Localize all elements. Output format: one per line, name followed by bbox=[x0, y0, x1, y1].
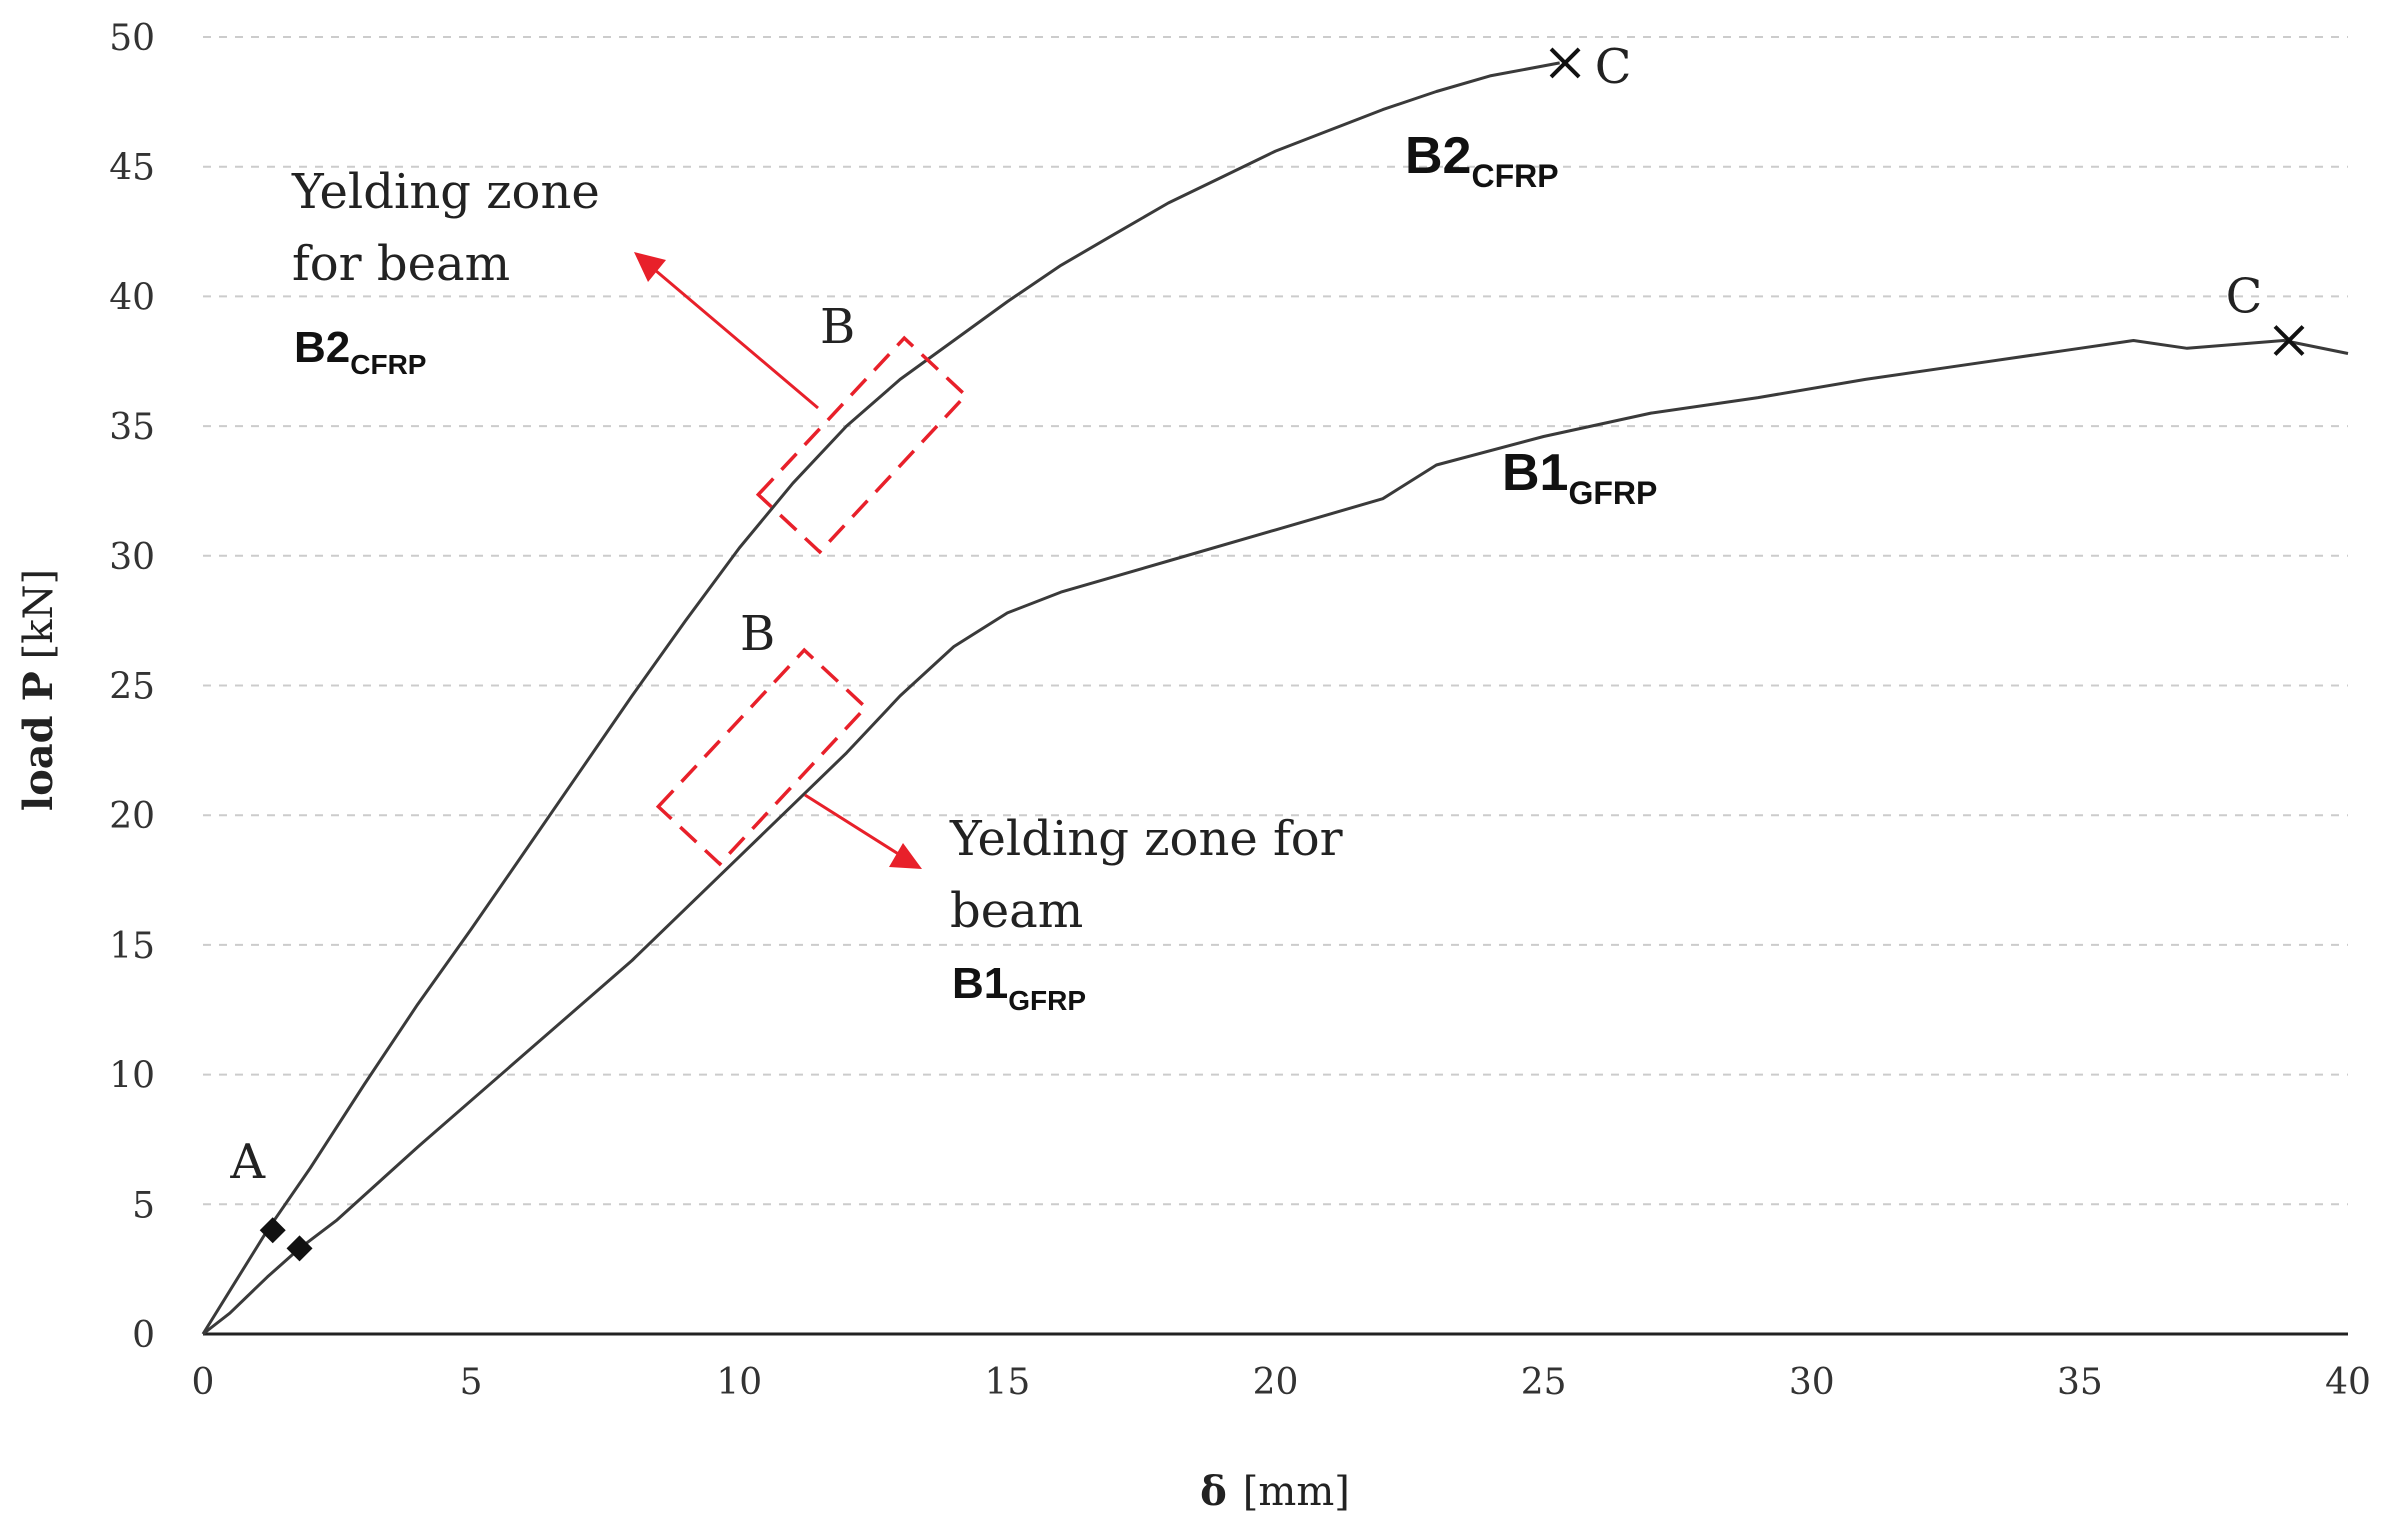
annotation-b2-line2: for beam bbox=[292, 236, 510, 292]
annotation-b2-beam: B2CFRP bbox=[294, 323, 426, 380]
annotation-b1-line1: Yelding zone for bbox=[949, 811, 1343, 867]
x-tick-label: 0 bbox=[192, 1362, 215, 1403]
tick-layer: 0 5 10 15 20 25 30 35 40 45 50 0 5 10 15 20 25 30 35 40 bbox=[109, 18, 2371, 1403]
series-layer bbox=[201, 61, 2349, 1336]
series-line-b2 bbox=[201, 61, 1560, 1335]
x-tick-label: 25 bbox=[1521, 1362, 1567, 1403]
x-axis-title: δ [mm] bbox=[1200, 1468, 1350, 1515]
marker-diamond bbox=[259, 1217, 286, 1244]
series-label-b2: B2CFRP bbox=[1405, 127, 1559, 194]
y-tick-label: 35 bbox=[109, 407, 155, 448]
y-tick-label: 0 bbox=[132, 1315, 155, 1356]
marker-diamond bbox=[286, 1235, 313, 1262]
yield-label-b2: B bbox=[820, 299, 855, 355]
y-tick-label: 50 bbox=[109, 18, 155, 59]
x-axis-symbol: δ bbox=[1200, 1468, 1227, 1515]
grid-layer bbox=[203, 36, 2348, 1206]
x-tick-label: 10 bbox=[716, 1362, 762, 1403]
y-tick-label: 45 bbox=[109, 148, 155, 189]
series-label-b1: B1GFRP bbox=[1502, 444, 1657, 511]
x-tick-label: 35 bbox=[2057, 1362, 2103, 1403]
marker-label: C bbox=[1595, 39, 1632, 95]
annotation-b2-line1: Yelding zone bbox=[291, 164, 600, 220]
y-tick-label: 30 bbox=[109, 537, 155, 578]
y-tick-label: 20 bbox=[109, 796, 155, 837]
y-axis-unit: [kN] bbox=[16, 569, 62, 659]
annotation-b1-line2: beam bbox=[950, 883, 1083, 939]
y-tick-label: 10 bbox=[109, 1056, 155, 1097]
y-axis-symbol: load P bbox=[15, 671, 62, 811]
marker-label: C bbox=[2226, 268, 2263, 324]
arrow-b2 bbox=[634, 252, 819, 410]
x-tick-label: 5 bbox=[460, 1362, 483, 1403]
x-tick-label: 30 bbox=[1789, 1362, 1835, 1403]
x-tick-label: 15 bbox=[984, 1362, 1030, 1403]
x-tick-label: 40 bbox=[2325, 1362, 2371, 1403]
marker-label: A bbox=[229, 1134, 266, 1190]
y-axis-title: load P [kN] bbox=[15, 569, 62, 811]
y-tick-label: 5 bbox=[132, 1185, 155, 1226]
y-tick-label: 15 bbox=[109, 926, 155, 967]
y-tick-label: 40 bbox=[109, 277, 155, 318]
marker-layer: A C C bbox=[229, 39, 2305, 1262]
annotation-b1-beam: B1GFRP bbox=[952, 959, 1086, 1016]
arrow-b1 bbox=[804, 793, 922, 869]
x-axis-unit: [mm] bbox=[1243, 1469, 1350, 1515]
series-line-b1 bbox=[202, 339, 2349, 1336]
y-tick-label: 25 bbox=[109, 667, 155, 708]
yield-zone-box-b1 bbox=[655, 647, 869, 867]
yield-zone-box-b2 bbox=[755, 335, 969, 555]
yield-label-b1: B bbox=[740, 606, 775, 662]
marker-x bbox=[1549, 47, 1581, 79]
marker-x bbox=[2273, 325, 2305, 356]
x-tick-label: 20 bbox=[1253, 1362, 1299, 1403]
